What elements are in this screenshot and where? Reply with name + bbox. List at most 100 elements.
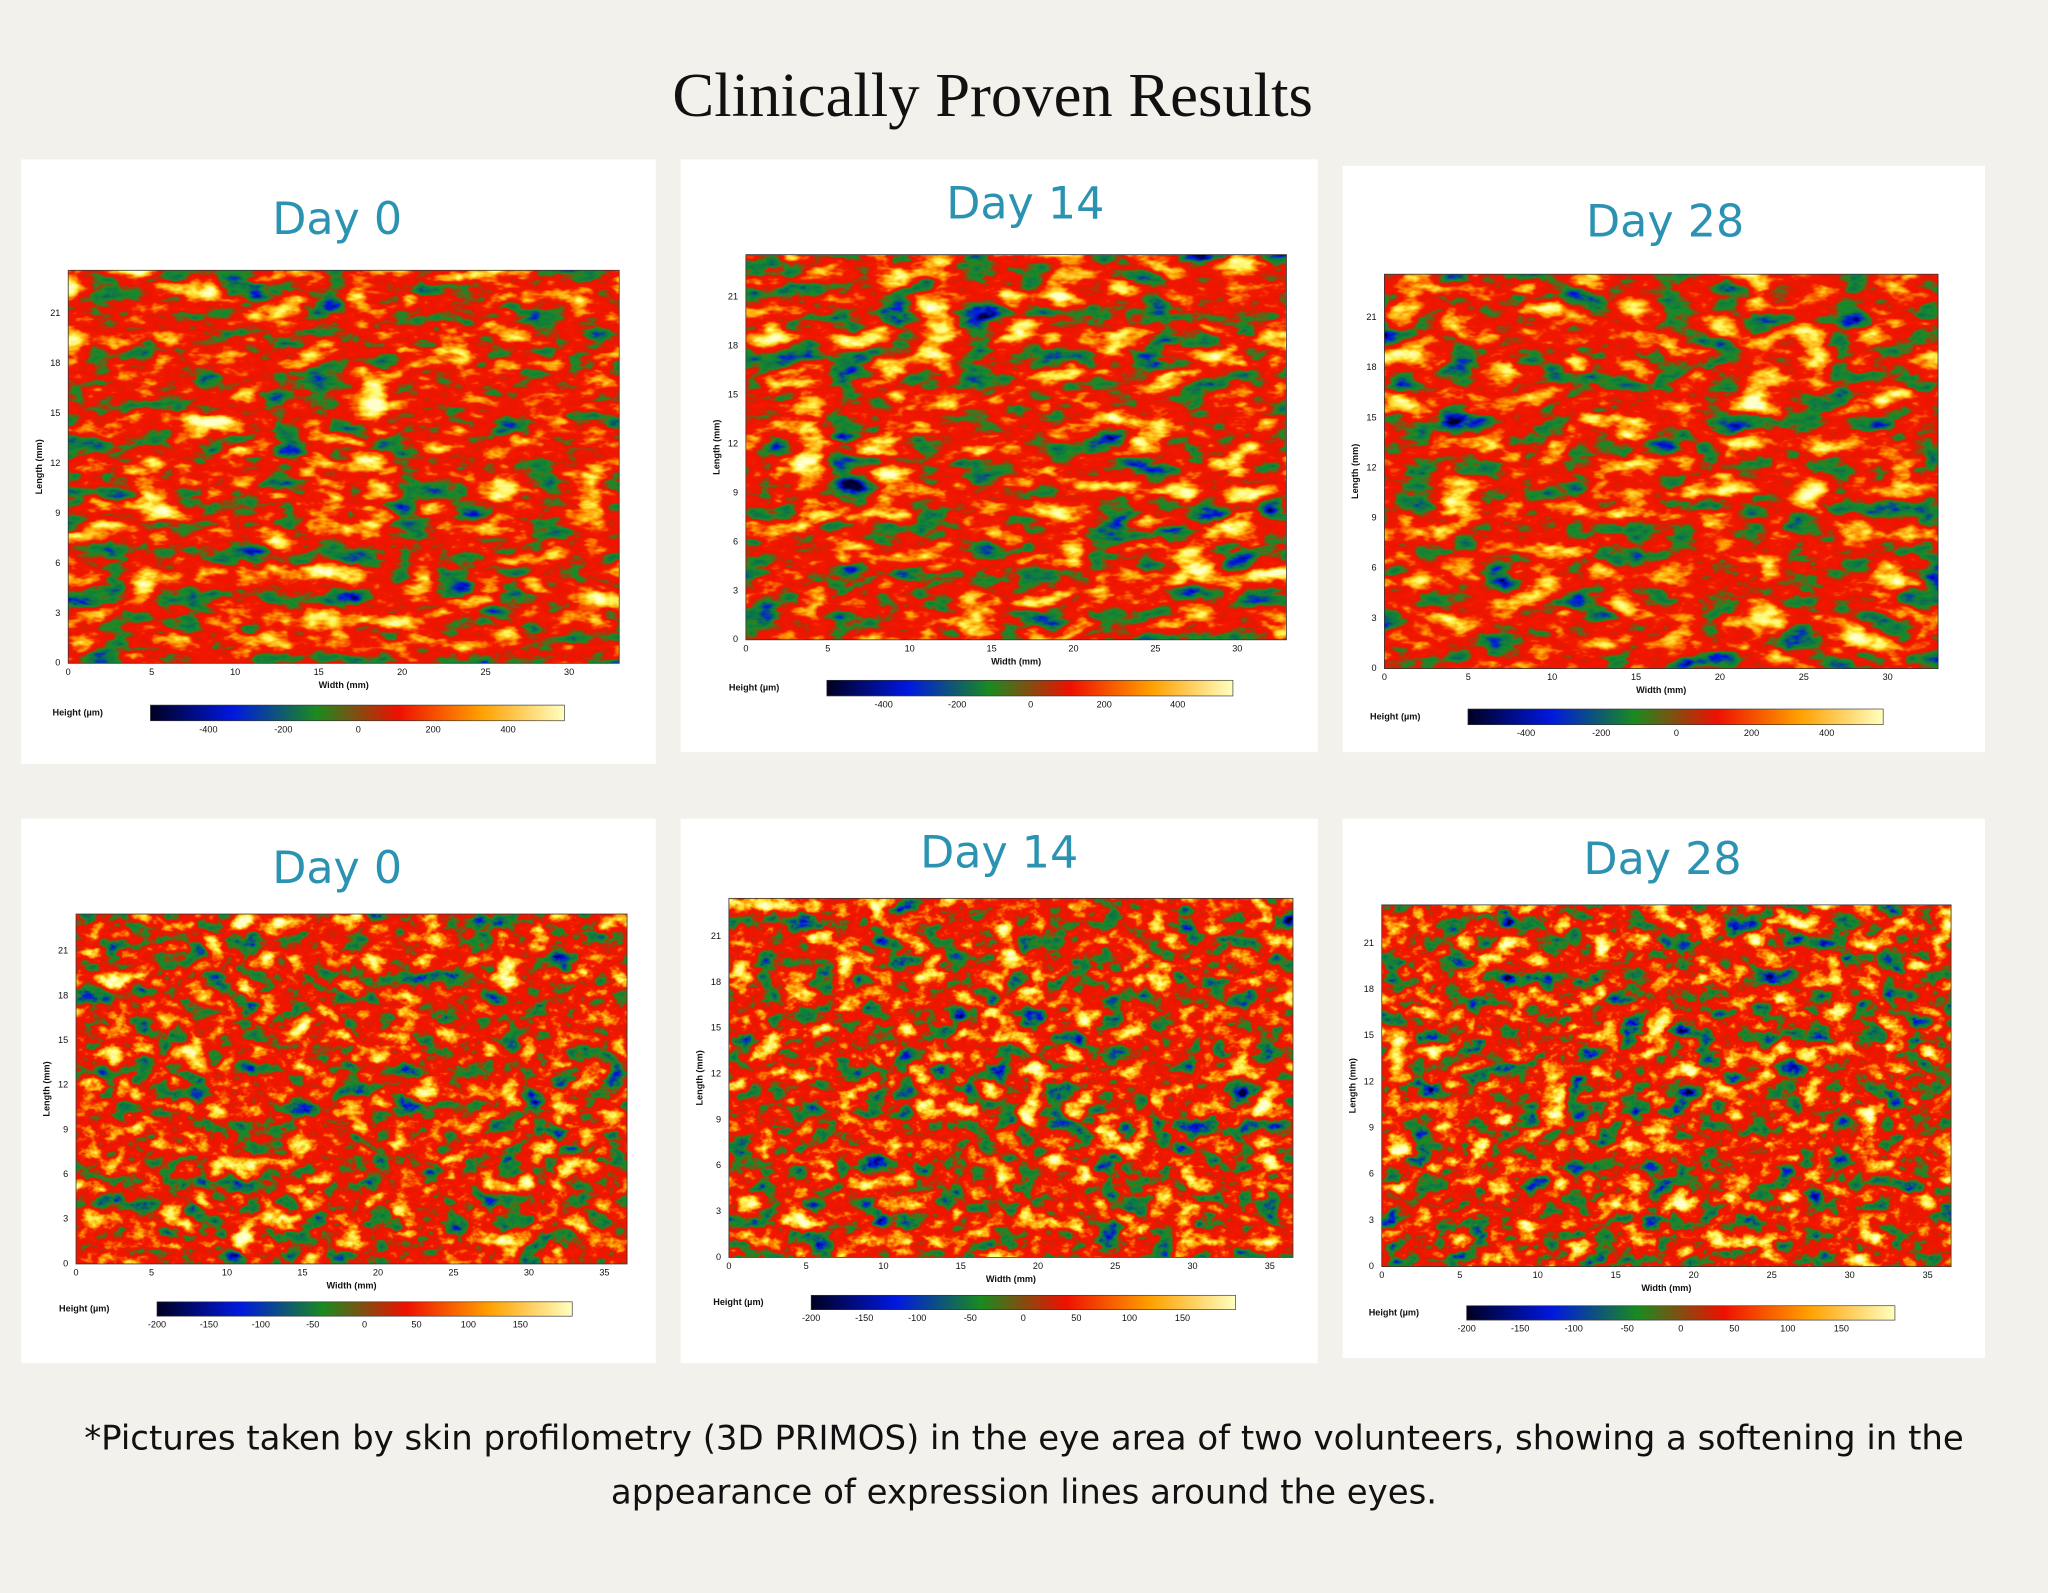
colorbar-tick-label: -50: [964, 1313, 977, 1323]
plot-frame: [745, 254, 1287, 641]
colorbar-tick-label: 0: [1674, 728, 1679, 738]
x-tick-label: 30: [1232, 643, 1242, 653]
x-tick-label: 0: [1379, 1270, 1384, 1280]
x-tick-label: 30: [1845, 1270, 1855, 1280]
y-tick-label: 0: [63, 1258, 68, 1268]
x-tick-label: 25: [1110, 1261, 1120, 1271]
colorbar: [1466, 1305, 1896, 1321]
colorbar-tick-label: 200: [1097, 700, 1112, 710]
y-tick-label: 15: [50, 408, 60, 418]
colorbar-tick-label: -200: [148, 1320, 166, 1330]
y-tick-label: 6: [1369, 1169, 1374, 1179]
y-tick-label: 18: [1366, 362, 1376, 372]
y-tick-label: 18: [728, 340, 738, 350]
x-axis-label: Width (mm): [326, 1281, 376, 1291]
x-tick-label: 5: [804, 1261, 809, 1271]
x-tick-label: 20: [1715, 672, 1725, 682]
colorbar-tick-label: 0: [1028, 700, 1033, 710]
x-tick-label: 15: [987, 643, 997, 653]
colorbar-tick-label: -100: [1565, 1324, 1583, 1334]
x-tick-label: 15: [297, 1268, 307, 1278]
colorbar-tick-label: 100: [461, 1320, 476, 1330]
y-tick-label: 0: [733, 634, 738, 644]
footnote: appearance of expression lines around th…: [611, 1472, 1437, 1512]
colorbar: [810, 1294, 1236, 1310]
colorbar-tick-label: 0: [362, 1320, 367, 1330]
y-tick-label: 6: [55, 558, 60, 568]
colorbar-tick-label: -50: [1621, 1324, 1634, 1334]
x-tick-label: 20: [373, 1268, 383, 1278]
panel-title: Day 28: [1583, 834, 1741, 885]
y-tick-label: 12: [711, 1068, 721, 1078]
x-tick-label: 20: [1689, 1270, 1699, 1280]
y-tick-label: 12: [1364, 1076, 1374, 1086]
y-tick-label: 21: [50, 308, 60, 318]
y-tick-label: 12: [58, 1080, 68, 1090]
x-tick-label: 30: [1187, 1261, 1197, 1271]
y-axis-label: Length (mm): [34, 439, 44, 494]
x-tick-label: 20: [397, 667, 407, 677]
y-tick-label: 0: [55, 658, 60, 668]
colorbar-label: Height (µm): [713, 1297, 763, 1307]
colorbar-tick-label: 0: [1021, 1313, 1026, 1323]
x-tick-label: 25: [481, 667, 491, 677]
colorbar-tick-label: 400: [500, 724, 515, 734]
page-title: Clinically Proven Results: [672, 60, 1312, 130]
colorbar-tick-label: 50: [411, 1320, 421, 1330]
y-tick-label: 21: [728, 291, 738, 301]
colorbar-tick-label: -150: [200, 1320, 218, 1330]
y-axis-label: Length (mm): [42, 1061, 52, 1116]
colorbar-tick-label: 0: [1678, 1324, 1683, 1334]
plot-frame: [67, 269, 620, 664]
y-tick-label: 18: [1364, 984, 1374, 994]
panel-title: Day 14: [946, 178, 1104, 229]
profilometry-panel: Day 28 0 3 6 9 12 15 18 21 0 5 10 15 20 25 30 35 Width (m…: [1342, 818, 1986, 1358]
panel-title: Day 0: [272, 194, 402, 245]
colorbar-tick-label: 200: [426, 724, 441, 734]
profilometry-panel: Day 28 0 3 6 9 12 15 18 21 0 5 10 15 20 25 30 Width (mm)…: [1342, 165, 1986, 753]
colorbar-tick-label: -100: [908, 1313, 926, 1323]
heatmap: [745, 254, 1287, 640]
plot-frame: [1381, 904, 1952, 1267]
y-axis-label: Length (mm): [1350, 444, 1360, 499]
x-tick-label: 35: [1265, 1261, 1275, 1271]
colorbar-tick-label: 150: [1834, 1324, 1849, 1334]
y-tick-label: 6: [733, 536, 738, 546]
colorbar-tick-label: -150: [855, 1313, 873, 1323]
colorbar-tick-label: 50: [1729, 1324, 1739, 1334]
colorbar-tick-label: -50: [306, 1320, 319, 1330]
x-tick-label: 10: [222, 1268, 232, 1278]
colorbar: [156, 1301, 573, 1317]
y-tick-label: 6: [716, 1160, 721, 1170]
y-tick-label: 12: [50, 458, 60, 468]
x-tick-label: 35: [1923, 1270, 1933, 1280]
profilometry-panel: Day 0 0 3 6 9 12 15 18 21 0 5 10 15 20 25 30 35 Width (mm…: [21, 818, 656, 1364]
y-tick-label: 21: [711, 931, 721, 941]
x-tick-label: 5: [825, 643, 830, 653]
colorbar-label: Height (µm): [59, 1303, 109, 1313]
heatmap: [68, 270, 620, 664]
colorbar-tick-label: -200: [948, 700, 966, 710]
y-tick-label: 12: [728, 438, 738, 448]
y-tick-label: 6: [1371, 563, 1376, 573]
y-tick-label: 15: [58, 1035, 68, 1045]
y-tick-label: 15: [1364, 1030, 1374, 1040]
y-tick-label: 21: [58, 946, 68, 956]
panel-title: Day 14: [920, 827, 1078, 878]
y-tick-label: 9: [733, 487, 738, 497]
colorbar-tick-label: -200: [1458, 1324, 1476, 1334]
y-tick-label: 18: [58, 990, 68, 1000]
colorbar-label: Height (µm): [53, 707, 103, 717]
y-tick-label: 9: [716, 1114, 721, 1124]
x-tick-label: 20: [1068, 643, 1078, 653]
y-tick-label: 3: [63, 1214, 68, 1224]
panel-title: Day 28: [1586, 197, 1744, 248]
x-tick-label: 5: [149, 1268, 154, 1278]
x-tick-label: 35: [599, 1268, 609, 1278]
y-tick-label: 18: [711, 977, 721, 987]
x-tick-label: 10: [905, 643, 915, 653]
profilometry-panel: Day 14 0 3 6 9 12 15 18 21 0 5 10 15 20 25 30 35 Width (m…: [680, 818, 1318, 1364]
heatmap: [76, 914, 628, 1264]
